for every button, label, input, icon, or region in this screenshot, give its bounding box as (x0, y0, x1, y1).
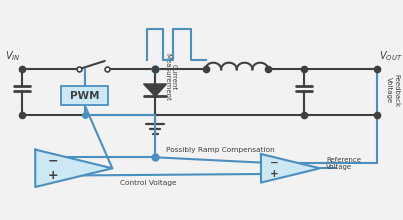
Text: Feedback
Voltage: Feedback Voltage (386, 74, 399, 107)
Text: Possibly Ramp Compensation: Possibly Ramp Compensation (166, 147, 274, 153)
Text: Reference
Voltage: Reference Voltage (326, 157, 361, 170)
Text: +: + (270, 169, 279, 179)
Text: −: − (48, 155, 58, 168)
Text: $V_{OUT}$: $V_{OUT}$ (379, 49, 403, 63)
Text: Current
Measurement: Current Measurement (164, 53, 177, 101)
Text: −: − (270, 158, 279, 168)
Polygon shape (144, 84, 166, 96)
Bar (61, 86, 108, 105)
Text: $V_{IN}$: $V_{IN}$ (4, 49, 20, 63)
Text: Control Voltage: Control Voltage (120, 180, 177, 186)
Polygon shape (261, 154, 320, 183)
Text: +: + (48, 169, 58, 182)
Polygon shape (35, 150, 112, 187)
Text: PWM: PWM (70, 91, 100, 101)
